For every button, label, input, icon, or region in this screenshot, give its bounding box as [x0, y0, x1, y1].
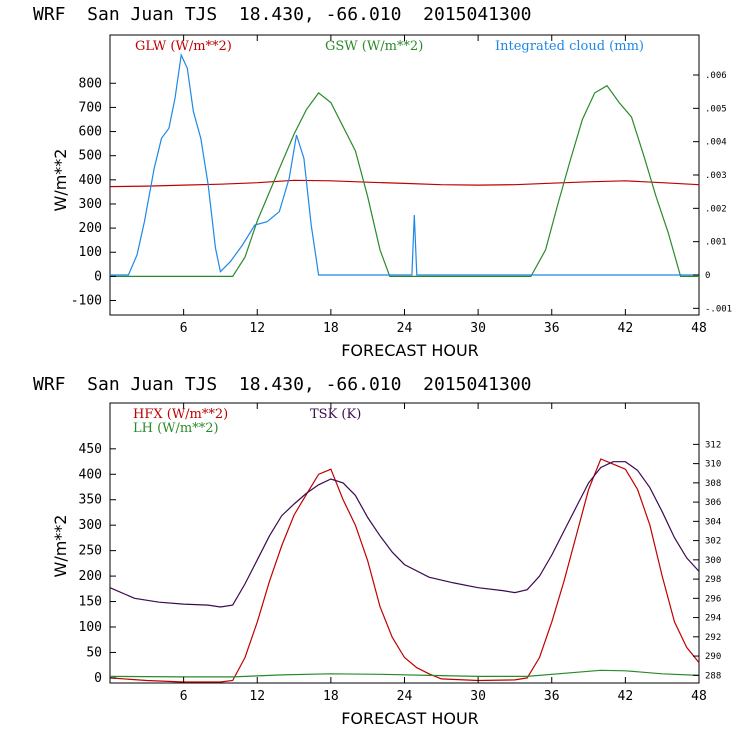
- bottom-series-tsk: [109, 461, 700, 608]
- legend-hfx: HFX (W/m**2): [133, 407, 228, 422]
- top-y-tick-label: 300: [79, 197, 102, 212]
- bottom-plot-frame: [109, 402, 700, 684]
- bottom-panel-title: WRF San Juan TJS 18.430, -66.010 2015041…: [33, 374, 532, 395]
- top-y-tick-label: 0: [94, 269, 102, 284]
- top-plot-frame: [109, 34, 700, 316]
- bottom-y2-tick-label: 306: [705, 498, 721, 508]
- top-y-tick-label: 600: [79, 125, 102, 140]
- bottom-y-tick-label: 50: [86, 645, 102, 660]
- top-y2-tick-label: .005: [705, 104, 727, 114]
- top-y2-tick-label: .001: [705, 238, 727, 248]
- top-series-gsw: [110, 84, 699, 277]
- legend-integrated-cloud: Integrated cloud (mm): [495, 39, 644, 54]
- top-y2-tick-label: 0: [705, 271, 710, 281]
- legend-glw: GLW (W/m**2): [135, 39, 232, 54]
- top-y2-tick-label: .004: [705, 138, 727, 148]
- top-y2-tick-label: .003: [705, 171, 727, 181]
- bottom-x-tick-label: 42: [618, 689, 634, 704]
- top-x-tick-label: 24: [397, 321, 413, 336]
- top-y2-tick-label: .002: [705, 204, 727, 214]
- bottom-axis-ticks: 6 12 18 24 30 36 42 48 0 50 100 150 200 250 300 350 400 4…: [79, 403, 721, 704]
- bottom-y-tick-label: 0: [94, 671, 102, 686]
- bottom-y-tick-label: 250: [79, 544, 102, 559]
- bottom-series-lh: [109, 669, 700, 678]
- bottom-y2-tick-label: 310: [705, 460, 721, 470]
- top-y-tick-label: -100: [71, 294, 102, 309]
- bottom-y2-tick-label: 288: [705, 671, 721, 681]
- top-y-axis-label: W/m**2: [51, 149, 70, 212]
- bottom-y2-tick-label: 296: [705, 594, 721, 604]
- top-panel: WRF San Juan TJS 18.430, -66.010 2015041…: [33, 4, 732, 360]
- bottom-series-hfx: [109, 458, 700, 683]
- top-x-tick-label: 30: [470, 321, 486, 336]
- bottom-y2-tick-label: 290: [705, 652, 721, 662]
- bottom-y-tick-label: 300: [79, 518, 102, 533]
- bottom-y2-tick-label: 312: [705, 440, 721, 450]
- top-y2-tick-label: .006: [705, 71, 727, 81]
- bottom-x-tick-label: 30: [470, 689, 486, 704]
- top-x-axis-label: FORECAST HOUR: [341, 341, 479, 360]
- bottom-x-tick-label: 6: [180, 689, 188, 704]
- top-y-tick-label: 400: [79, 173, 102, 188]
- top-x-tick-label: 48: [691, 321, 707, 336]
- top-panel-title: WRF San Juan TJS 18.430, -66.010 2015041…: [33, 4, 532, 25]
- bottom-y2-tick-label: 302: [705, 537, 721, 547]
- bottom-x-axis-label: FORECAST HOUR: [341, 709, 479, 728]
- top-y2-tick-label: -.001: [705, 304, 732, 314]
- bottom-y2-tick-label: 304: [705, 517, 721, 527]
- top-y-tick-label: 100: [79, 245, 102, 260]
- bottom-y-tick-label: 400: [79, 467, 102, 482]
- bottom-panel: WRF San Juan TJS 18.430, -66.010 2015041…: [33, 374, 721, 728]
- bottom-x-tick-label: 48: [691, 689, 707, 704]
- top-x-tick-label: 12: [249, 321, 265, 336]
- bottom-y2-tick-label: 292: [705, 633, 721, 643]
- bottom-x-tick-label: 24: [397, 689, 413, 704]
- bottom-x-tick-label: 12: [249, 689, 265, 704]
- top-series-cloud: [110, 52, 699, 276]
- top-y-tick-label: 800: [79, 76, 102, 91]
- bottom-y-tick-label: 100: [79, 620, 102, 635]
- bottom-series-group: [109, 458, 700, 683]
- bottom-y-tick-label: 200: [79, 569, 102, 584]
- top-y-tick-label: 700: [79, 100, 102, 115]
- bottom-y2-tick-label: 298: [705, 575, 721, 585]
- top-x-tick-label: 6: [180, 321, 188, 336]
- top-y-tick-label: 500: [79, 149, 102, 164]
- top-y-tick-label: 200: [79, 221, 102, 236]
- top-axis-ticks: 6 12 18 24 30 36 42 48 -100 0 100 200 300 400 500 600 70…: [71, 35, 732, 336]
- bottom-y2-tick-label: 300: [705, 556, 721, 566]
- top-series-glw: [109, 179, 700, 188]
- bottom-y-tick-label: 350: [79, 493, 102, 508]
- top-x-tick-label: 36: [544, 321, 560, 336]
- legend-lh: LH (W/m**2): [133, 421, 219, 436]
- top-series-group: [109, 52, 700, 277]
- legend-gsw: GSW (W/m**2): [325, 39, 423, 54]
- bottom-y-tick-label: 450: [79, 442, 102, 457]
- bottom-y-axis-label: W/m**2: [51, 515, 70, 578]
- bottom-y2-tick-label: 308: [705, 479, 721, 489]
- bottom-y-tick-label: 150: [79, 595, 102, 610]
- bottom-x-tick-label: 18: [323, 689, 339, 704]
- top-x-tick-label: 42: [618, 321, 634, 336]
- bottom-y2-tick-label: 294: [705, 614, 721, 624]
- top-x-tick-label: 18: [323, 321, 339, 336]
- legend-tsk: TSK (K): [310, 407, 361, 422]
- bottom-x-tick-label: 36: [544, 689, 560, 704]
